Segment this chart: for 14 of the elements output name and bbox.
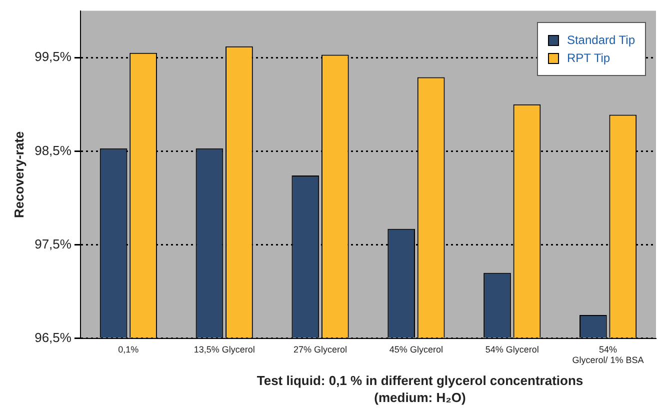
y-tick-label: 99,5%	[34, 49, 72, 64]
x-tick-label: 54% Glycerol/ 1% BSA	[572, 344, 644, 366]
x-axis-title: Test liquid: 0,1 % in different glycerol concentrations (medium: H₂O)	[256, 372, 584, 406]
y-tick-label: 98,5%	[34, 142, 72, 158]
x-tick-label: 13,5% Glycerol	[194, 344, 255, 354]
x-tick-label: 0,1%	[118, 344, 139, 354]
y-tick-label: 96,5%	[34, 330, 72, 345]
x-tick-label: 54% Glycerol	[485, 344, 539, 354]
x-tick-label: 27% Glycerol	[294, 344, 348, 354]
legend-label: RPT Tip	[566, 51, 610, 65]
legend-label: Standard Tip	[566, 33, 635, 47]
y-tick-label: 97,5%	[34, 236, 72, 252]
y-axis-title: Recovery-rate	[11, 131, 26, 218]
x-tick-label: 45% Glycerol	[389, 344, 443, 354]
